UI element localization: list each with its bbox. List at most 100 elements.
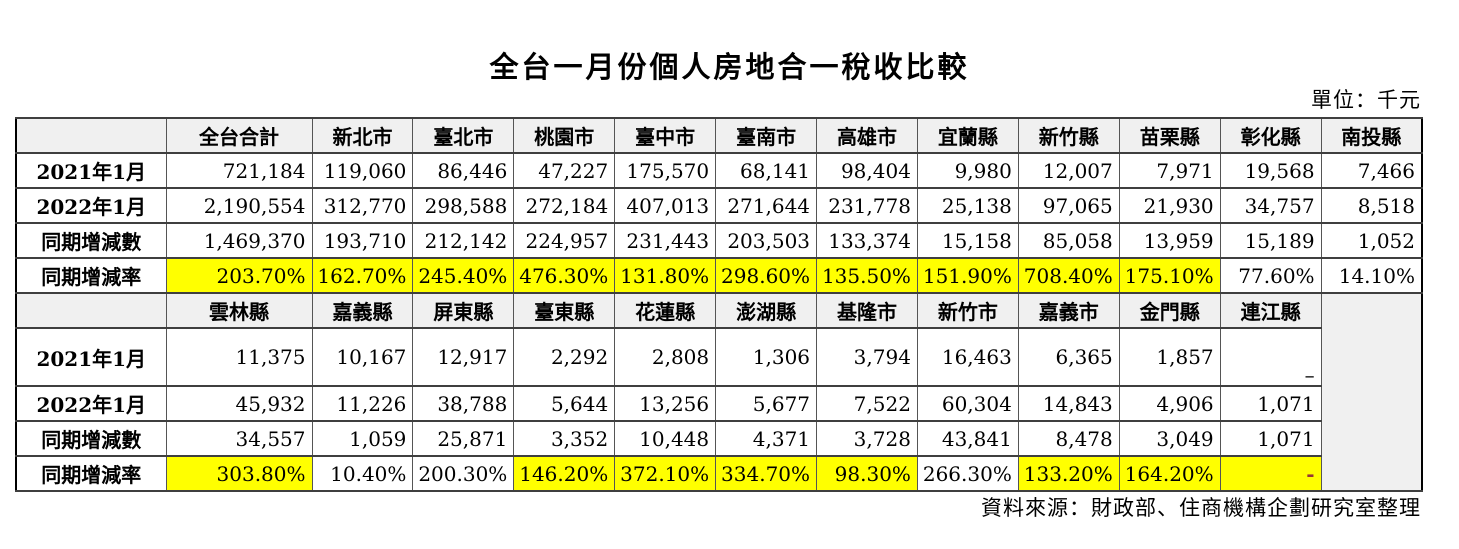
table-row: 同期增減數 34,557 1,059 25,871 3,352 10,448 4,371 3,…: [15, 420, 1422, 457]
data-cell: 271,644: [715, 187, 818, 224]
data-cell: 1,469,370: [165, 222, 313, 259]
row-label: 2021年1月: [15, 327, 167, 387]
data-cell: 298,588: [412, 187, 515, 224]
data-cell: 10,448: [614, 420, 717, 457]
data-cell: 272,184: [513, 187, 616, 224]
data-cell: 193,710: [311, 222, 414, 259]
data-cell: 14,843: [1017, 385, 1120, 422]
column-header: 苗栗縣: [1118, 117, 1221, 154]
data-cell: 34,557: [165, 420, 313, 457]
data-cell: 476.30%: [513, 257, 616, 294]
data-cell: 4,371: [715, 420, 818, 457]
column-header: 屏東縣: [412, 292, 515, 329]
column-header: 全台合計: [165, 117, 313, 154]
column-header: 雲林縣: [165, 292, 313, 329]
column-header: 花蓮縣: [614, 292, 717, 329]
data-cell: 6,365: [1017, 327, 1120, 387]
data-cell: 12,007: [1017, 152, 1120, 189]
data-cell: 334.70%: [715, 455, 818, 492]
data-cell: 7,466: [1320, 152, 1423, 189]
data-cell: 175,570: [614, 152, 717, 189]
table-row: 同期增減率 303.80% 10.40% 200.30% 146.20% 372.10% 3…: [15, 455, 1422, 492]
row-label: 同期增減數: [15, 222, 167, 259]
data-cell: 164.20%: [1118, 455, 1221, 492]
data-cell: 21,930: [1118, 187, 1221, 224]
column-header: 金門縣: [1118, 292, 1221, 329]
row-label: 同期增減率: [15, 455, 167, 492]
data-cell: 1,059: [311, 420, 414, 457]
data-cell: 13,959: [1118, 222, 1221, 259]
data-cell: 60,304: [916, 385, 1019, 422]
column-header: 新竹縣: [1017, 117, 1120, 154]
data-cell: 266.30%: [916, 455, 1019, 492]
data-cell: 1,857: [1118, 327, 1221, 387]
data-cell: 7,522: [816, 385, 918, 422]
tax-table: 全台合計 新北市 臺北市 桃園市 臺中市 臺南市 高雄市 宜蘭縣 新竹縣 苗栗縣 彰化縣 南投縣 202…: [15, 117, 1423, 492]
row-label: 2022年1月: [15, 187, 167, 224]
data-cell: 34,757: [1219, 187, 1322, 224]
data-cell: 10.40%: [311, 455, 414, 492]
data-cell: –: [1219, 327, 1322, 387]
data-cell: 407,013: [614, 187, 717, 224]
data-cell: 98.30%: [816, 455, 918, 492]
table-row: 同期增減率 203.70% 162.70% 245.40% 476.30% 131.80%…: [15, 257, 1423, 294]
data-cell: 3,794: [816, 327, 918, 387]
data-cell: 151.90%: [916, 257, 1019, 294]
data-cell: 98,404: [816, 152, 918, 189]
corner-cell: [15, 292, 167, 329]
data-cell: 68,141: [715, 152, 818, 189]
data-cell: 303.80%: [165, 455, 313, 492]
data-cell: 5,644: [513, 385, 616, 422]
data-cell: 43,841: [916, 420, 1019, 457]
data-cell: 1,306: [715, 327, 818, 387]
data-cell: 25,138: [916, 187, 1019, 224]
header-row: 全台合計 新北市 臺北市 桃園市 臺中市 臺南市 高雄市 宜蘭縣 新竹縣 苗栗縣 彰化縣 南投縣: [15, 117, 1423, 154]
data-cell: 15,158: [916, 222, 1019, 259]
data-cell: 2,190,554: [165, 187, 313, 224]
data-cell: 135.50%: [816, 257, 918, 294]
data-cell: 47,227: [513, 152, 616, 189]
column-header: 連江縣: [1219, 292, 1322, 329]
data-cell: 8,518: [1320, 187, 1423, 224]
column-header: 高雄市: [816, 117, 918, 154]
data-cell: 8,478: [1017, 420, 1120, 457]
table-row: 2022年1月 2,190,554 312,770 298,588 272,184 407…: [15, 187, 1423, 224]
data-cell: 224,957: [513, 222, 616, 259]
data-cell: 38,788: [412, 385, 515, 422]
data-cell: 1,071: [1219, 420, 1322, 457]
column-header: 桃園市: [513, 117, 616, 154]
data-cell: 11,226: [311, 385, 414, 422]
column-header: 宜蘭縣: [916, 117, 1019, 154]
data-cell: 25,871: [412, 420, 515, 457]
data-cell: 86,446: [412, 152, 515, 189]
data-cell: 200.30%: [412, 455, 515, 492]
data-cell: 2,808: [614, 327, 717, 387]
tax-table-body: 全台合計 新北市 臺北市 桃園市 臺中市 臺南市 高雄市 宜蘭縣 新竹縣 苗栗縣 彰化縣 南投縣 202…: [15, 117, 1423, 492]
column-header: 嘉義縣: [311, 292, 414, 329]
column-header: 臺南市: [715, 117, 818, 154]
data-cell: 3,049: [1118, 420, 1221, 457]
table-row: 2021年1月 11,375 10,167 12,917 2,292 2,808 1,306…: [15, 327, 1422, 387]
data-cell: 708.40%: [1017, 257, 1120, 294]
data-cell: 203.70%: [165, 257, 313, 294]
data-cell: 1,052: [1320, 222, 1423, 259]
data-cell: 212,142: [412, 222, 515, 259]
table-row: 同期增減數 1,469,370 193,710 212,142 224,957 231,4…: [15, 222, 1423, 259]
data-cell: 16,463: [916, 327, 1019, 387]
column-header: 臺北市: [412, 117, 515, 154]
data-cell: 4,906: [1118, 385, 1221, 422]
data-cell: 13,256: [614, 385, 717, 422]
data-cell: -: [1219, 455, 1322, 492]
data-cell: 14.10%: [1320, 257, 1423, 294]
table-row: 2021年1月 721,184 119,060 86,446 47,227 175,570…: [15, 152, 1423, 189]
data-cell: 119,060: [311, 152, 414, 189]
data-cell: 372.10%: [614, 455, 717, 492]
filler-cell: [1320, 292, 1423, 492]
data-cell: 721,184: [165, 152, 313, 189]
row-label: 同期增減率: [15, 257, 167, 294]
source-label: 資料來源：財政部、住商機構企劃研究室整理: [981, 496, 1421, 520]
data-cell: 133,374: [816, 222, 918, 259]
header-row: 雲林縣 嘉義縣 屏東縣 臺東縣 花蓮縣 澎湖縣 基隆市 新竹市 嘉義市 金門縣 連江縣: [15, 292, 1423, 492]
data-cell: 203,503: [715, 222, 818, 259]
